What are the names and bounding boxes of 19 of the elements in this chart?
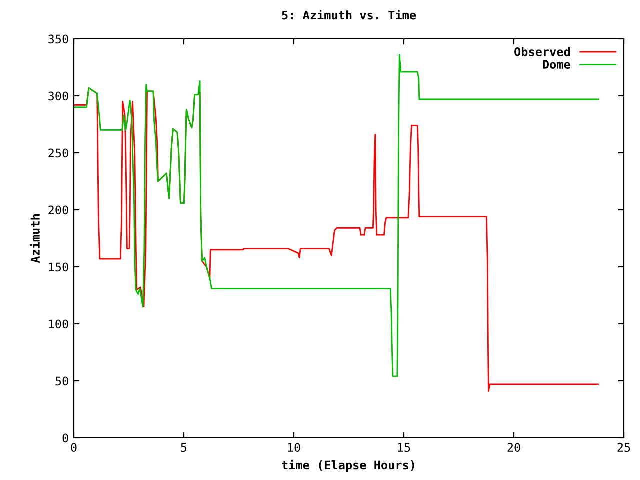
x-tick-label: 5 — [181, 443, 187, 452]
chart-title: 5: Azimuth vs. Time — [282, 10, 416, 20]
legend-label: Dome — [543, 60, 570, 70]
x-tick-label: 15 — [398, 443, 410, 452]
y-axis-title: Azimuth — [30, 214, 40, 264]
y-tick-label: 150 — [49, 262, 68, 272]
legend-label: Observed — [514, 47, 570, 56]
x-axis-title: time (Elapse Hours) — [282, 460, 414, 472]
y-tick-label: 200 — [48, 206, 68, 215]
y-tick-label: 100 — [49, 320, 68, 329]
y-tick-label: 0 — [62, 434, 68, 443]
x-tick-label: 25 — [618, 443, 630, 452]
x-tick-label: 10 — [288, 443, 300, 452]
y-tick-label: 50 — [56, 376, 68, 386]
y-tick-label: 300 — [48, 92, 68, 101]
x-tick-label: 0 — [71, 443, 77, 452]
x-tick-label: 20 — [508, 443, 520, 452]
y-tick-label: 350 — [48, 34, 68, 44]
y-tick-label: 250 — [48, 148, 68, 158]
